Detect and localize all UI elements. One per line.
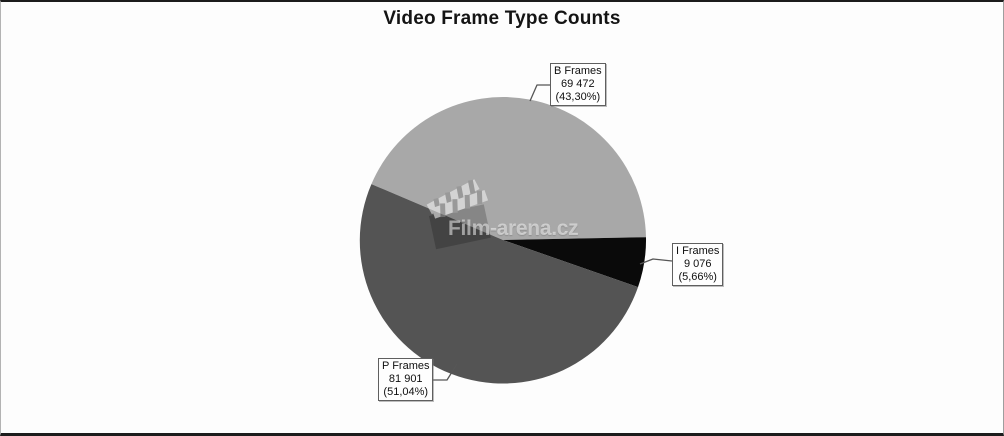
chart-title: Video Frame Type Counts — [383, 8, 621, 29]
callout-leader-lines — [431, 84, 673, 381]
pie-slice-p-frames — [359, 184, 638, 384]
leader-line-p-frames — [431, 363, 458, 381]
callout-i-frames: I Frames 9 076 (5,66%) — [672, 243, 724, 286]
pie-slices — [359, 96, 647, 384]
callout-b-frames: B Frames 69 472 (43,30%) — [550, 63, 606, 106]
slice-percent: (51,04%) — [383, 386, 429, 398]
pie-slice-i-frames — [503, 237, 647, 288]
slice-label: I Frames — [676, 245, 720, 257]
slice-value: 69 472 — [561, 78, 595, 90]
slice-percent: (43,30%) — [555, 91, 601, 103]
slice-value: 9 076 — [683, 258, 712, 270]
slice-label: P Frames — [382, 360, 430, 372]
slice-value: 81 901 — [388, 373, 423, 385]
slice-percent: (5,66%) — [678, 271, 717, 283]
leader-line-i-frames — [639, 258, 673, 265]
leader-line-b-frames — [529, 84, 550, 102]
callout-p-frames: P Frames 81 901 (51,04%) — [378, 358, 434, 401]
slice-label: B Frames — [554, 65, 602, 77]
clapperboard-icon — [426, 179, 491, 250]
